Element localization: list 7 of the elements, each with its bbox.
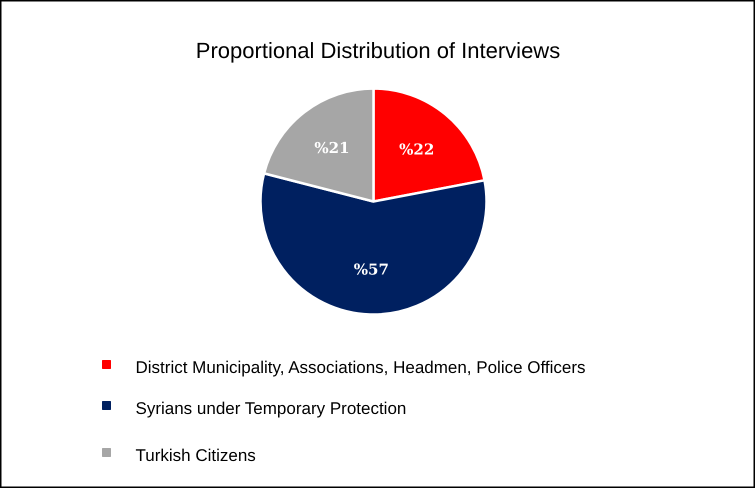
data-label: %57 — [354, 260, 389, 278]
data-label: %21 — [314, 138, 350, 157]
legend-label: Turkish Citizens — [136, 446, 256, 465]
legend-label: Syrians under Temporary Protection — [136, 399, 406, 418]
data-label: %22 — [399, 140, 434, 158]
chart-title: Proportional Distribution of Interviews — [196, 38, 560, 63]
legend-label: District Municipality, Associations, Headmen, Police Officers — [136, 358, 586, 377]
